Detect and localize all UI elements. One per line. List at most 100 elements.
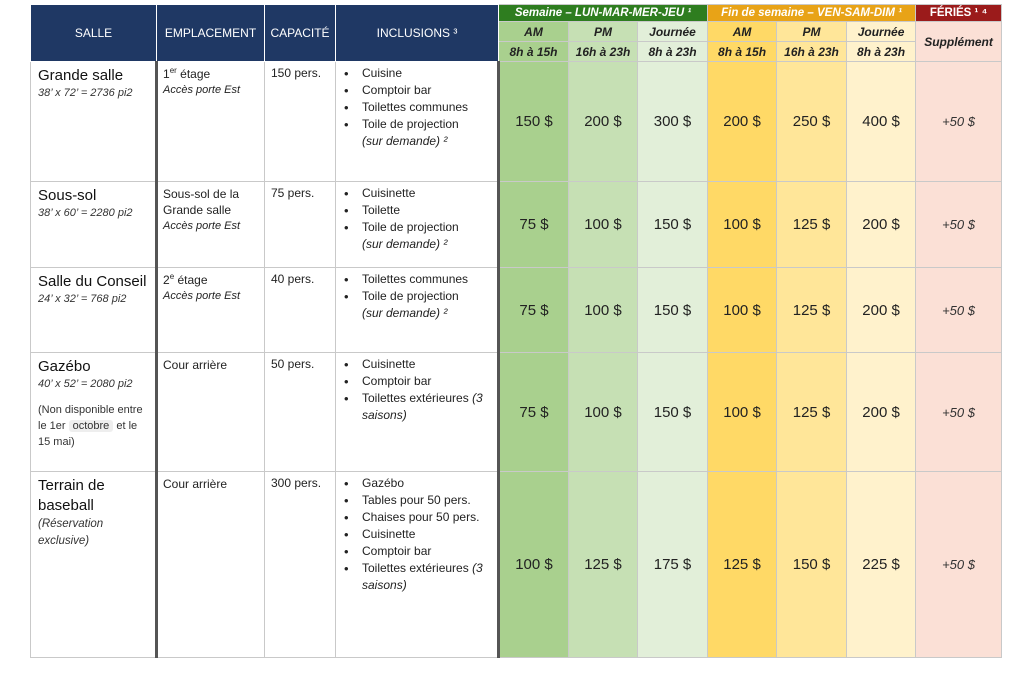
capacity-cell: 150 pers. [264,61,336,182]
list-item: Toile de projection(sur demande) ² [344,116,493,150]
price-weekend-journee: 225 $ [846,471,917,658]
emplacement-access: Accès porte Est [163,290,241,302]
list-item: Toilettes communes [344,99,493,116]
price-weekend-am: 200 $ [707,61,778,182]
reservation-note: (Réservation exclusive) [38,518,104,547]
header-emplacement: EMPLACEMENT [156,4,265,62]
inclusion-note: (sur demande) ² [362,306,448,320]
price-holiday: +50 $ [915,471,1003,658]
price-week-pm: 125 $ [568,471,638,658]
list-item: Tables pour 50 pers. [344,492,493,509]
table-row: Grande salle 38’ x 72’ = 2736 pi2 1er ét… [30,61,1003,182]
price-week-am: 100 $ [498,471,569,658]
salle-dimensions: 38’ x 60’ = 2280 pi2 [38,207,133,219]
price-week-am: 75 $ [498,267,569,353]
price-weekend-journee: 200 $ [846,352,917,472]
capacity-cell: 40 pers. [264,267,336,353]
salle-cell: Grande salle 38’ x 72’ = 2736 pi2 [30,61,158,182]
inclusions-cell: Cuisinette Toilette Toile de projection(… [335,181,500,268]
salle-cell: Gazébo 40’ x 52’ = 2080 pi2 (Non disponi… [30,352,158,472]
capacity-cell: 50 pers. [264,352,336,472]
list-item: Toilettes communes [344,271,493,288]
price-weekend-journee: 400 $ [846,61,917,182]
capacity-cell: 300 pers. [264,471,336,658]
header-week-journee: Journée [636,21,709,42]
price-holiday: +50 $ [915,352,1003,472]
emplacement-floor: 2e étage [163,272,208,288]
header-weekend-journee: Journée [846,21,917,42]
emplacement-cell: Cour arrière [156,471,265,658]
emplacement-access: Accès porte Est [163,84,241,96]
header-inclusions: INCLUSIONS ³ [335,4,499,62]
emplacement-floor: 1er étage [163,66,211,82]
header-week-am-hours: 8h à 15h [498,41,569,62]
header-weekend-am-hours: 8h à 15h [707,41,778,62]
list-item: Comptoir bar [344,373,493,390]
salle-name: Gazébo [38,358,91,375]
salle-cell: Terrain de baseball (Réservation exclusi… [30,471,158,658]
emplacement-text: Cour arrière [163,358,228,372]
price-week-pm: 100 $ [568,181,638,268]
price-week-am: 75 $ [498,181,569,268]
price-holiday: +50 $ [915,61,1003,182]
emplacement-cell: 1er étage Accès porte Est [156,61,265,182]
rates-table: SALLE EMPLACEMENT CAPACITÉ INCLUSIONS ³ … [30,4,1003,658]
price-weekend-am: 100 $ [707,352,778,472]
header-weekend-pm: PM [776,21,848,42]
salle-dimensions: 40’ x 52’ = 2080 pi2 [38,378,133,390]
list-item: Gazébo [344,475,493,492]
salle-cell: Sous-sol 38’ x 60’ = 2280 pi2 [30,181,158,268]
emplacement-cell: Cour arrière [156,352,265,472]
salle-cell: Salle du Conseil 24’ x 32’ = 768 pi2 [30,267,158,353]
salle-name: Grande salle [38,67,124,84]
inclusion-note: (sur demande) ² [362,134,448,148]
price-week-pm: 100 $ [568,352,638,472]
list-item: Cuisinette [344,356,493,373]
capacity-cell: 75 pers. [264,181,336,268]
list-item: Cuisinette [344,526,493,543]
inclusion-note: (3 saisons) [362,561,483,592]
price-weekend-pm: 125 $ [776,352,848,472]
header-weekend-am: AM [707,21,778,42]
salle-dimensions: 24’ x 32’ = 768 pi2 [38,293,127,305]
price-week-journee: 150 $ [636,267,709,353]
header-semaine: Semaine – LUN-MAR-MER-JEU ¹ [497,4,709,22]
list-item: Toilette [344,202,493,219]
list-item: Comptoir bar [344,543,493,560]
salle-dimensions: 38’ x 72’ = 2736 pi2 [38,87,133,99]
header-weekend-pm-hours: 16h à 23h [776,41,848,62]
inclusions-cell: Toilettes communes Toile de projection(s… [335,267,500,353]
emplacement-text: Sous-sol de la Grande salle [163,187,240,217]
header-week-jour-hours: 8h à 23h [636,41,709,62]
inclusions-cell: Cuisinette Comptoir bar Toilettes extéri… [335,352,500,472]
salle-name: Terrain de baseball [38,477,105,514]
inclusions-cell: Gazébo Tables pour 50 pers. Chaises pour… [335,471,500,658]
price-weekend-am: 125 $ [707,471,778,658]
price-week-journee: 150 $ [636,181,709,268]
price-weekend-pm: 250 $ [776,61,848,182]
price-weekend-journee: 200 $ [846,181,917,268]
salle-name: Sous-sol [38,187,97,204]
price-week-journee: 175 $ [636,471,709,658]
list-item: Toilettes extérieures (3 saisons) [344,560,493,594]
list-item: Chaises pour 50 pers. [344,509,493,526]
price-holiday: +50 $ [915,267,1003,353]
list-item: Cuisine [344,65,493,82]
availability-note: (Non disponible entre le 1er octobre et … [38,404,143,448]
table-row: Terrain de baseball (Réservation exclusi… [30,471,1003,658]
emplacement-cell: 2e étage Accès porte Est [156,267,265,353]
list-item: Toile de projection(sur demande) ² [344,219,493,253]
price-weekend-am: 100 $ [707,267,778,353]
table-row: Salle du Conseil 24’ x 32’ = 768 pi2 2e … [30,267,1003,353]
emplacement-cell: Sous-sol de la Grande salle Accès porte … [156,181,265,268]
list-item: Comptoir bar [344,82,493,99]
table-row: Sous-sol 38’ x 60’ = 2280 pi2 Sous-sol d… [30,181,1003,268]
list-item: Toilettes extérieures (3 saisons) [344,390,493,424]
inclusion-note: (sur demande) ² [362,237,448,251]
price-week-pm: 100 $ [568,267,638,353]
price-week-pm: 200 $ [568,61,638,182]
price-weekend-journee: 200 $ [846,267,917,353]
header-capacite: CAPACITÉ [264,4,336,62]
emplacement-text: Cour arrière [163,477,228,491]
price-week-am: 150 $ [498,61,569,182]
